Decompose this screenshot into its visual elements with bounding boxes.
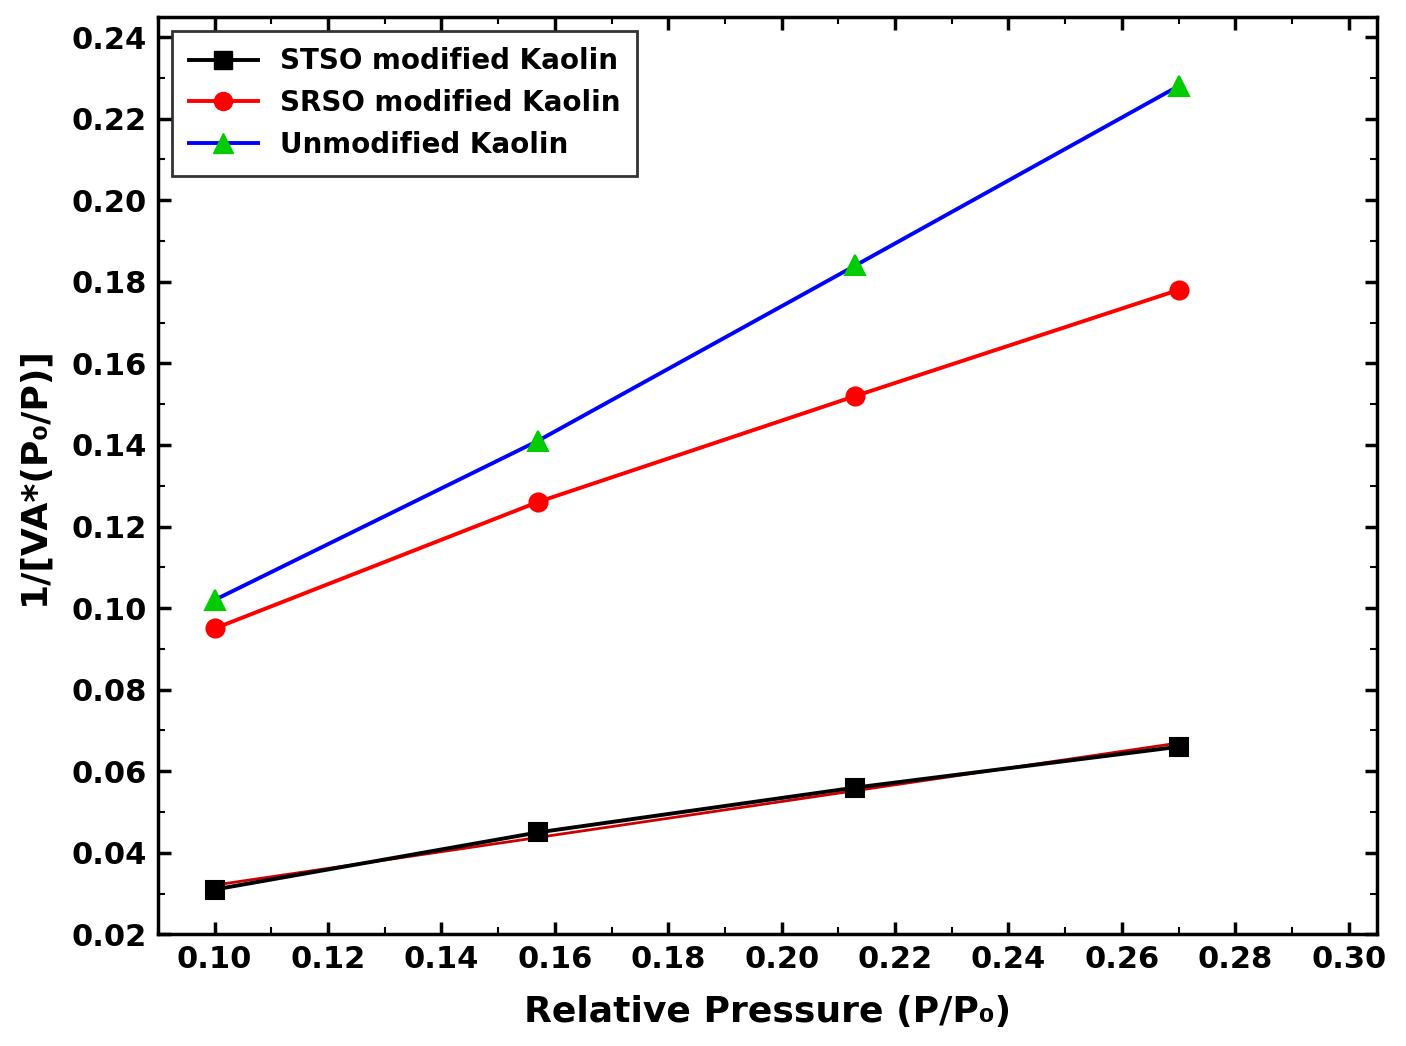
Legend: STSO modified Kaolin, SRSO modified Kaolin, Unmodified Kaolin: STSO modified Kaolin, SRSO modified Kaol… — [172, 30, 637, 176]
X-axis label: Relative Pressure (P/P₀): Relative Pressure (P/P₀) — [524, 996, 1011, 1029]
Y-axis label: 1/[VA*(P₀/P)]: 1/[VA*(P₀/P)] — [17, 346, 51, 605]
